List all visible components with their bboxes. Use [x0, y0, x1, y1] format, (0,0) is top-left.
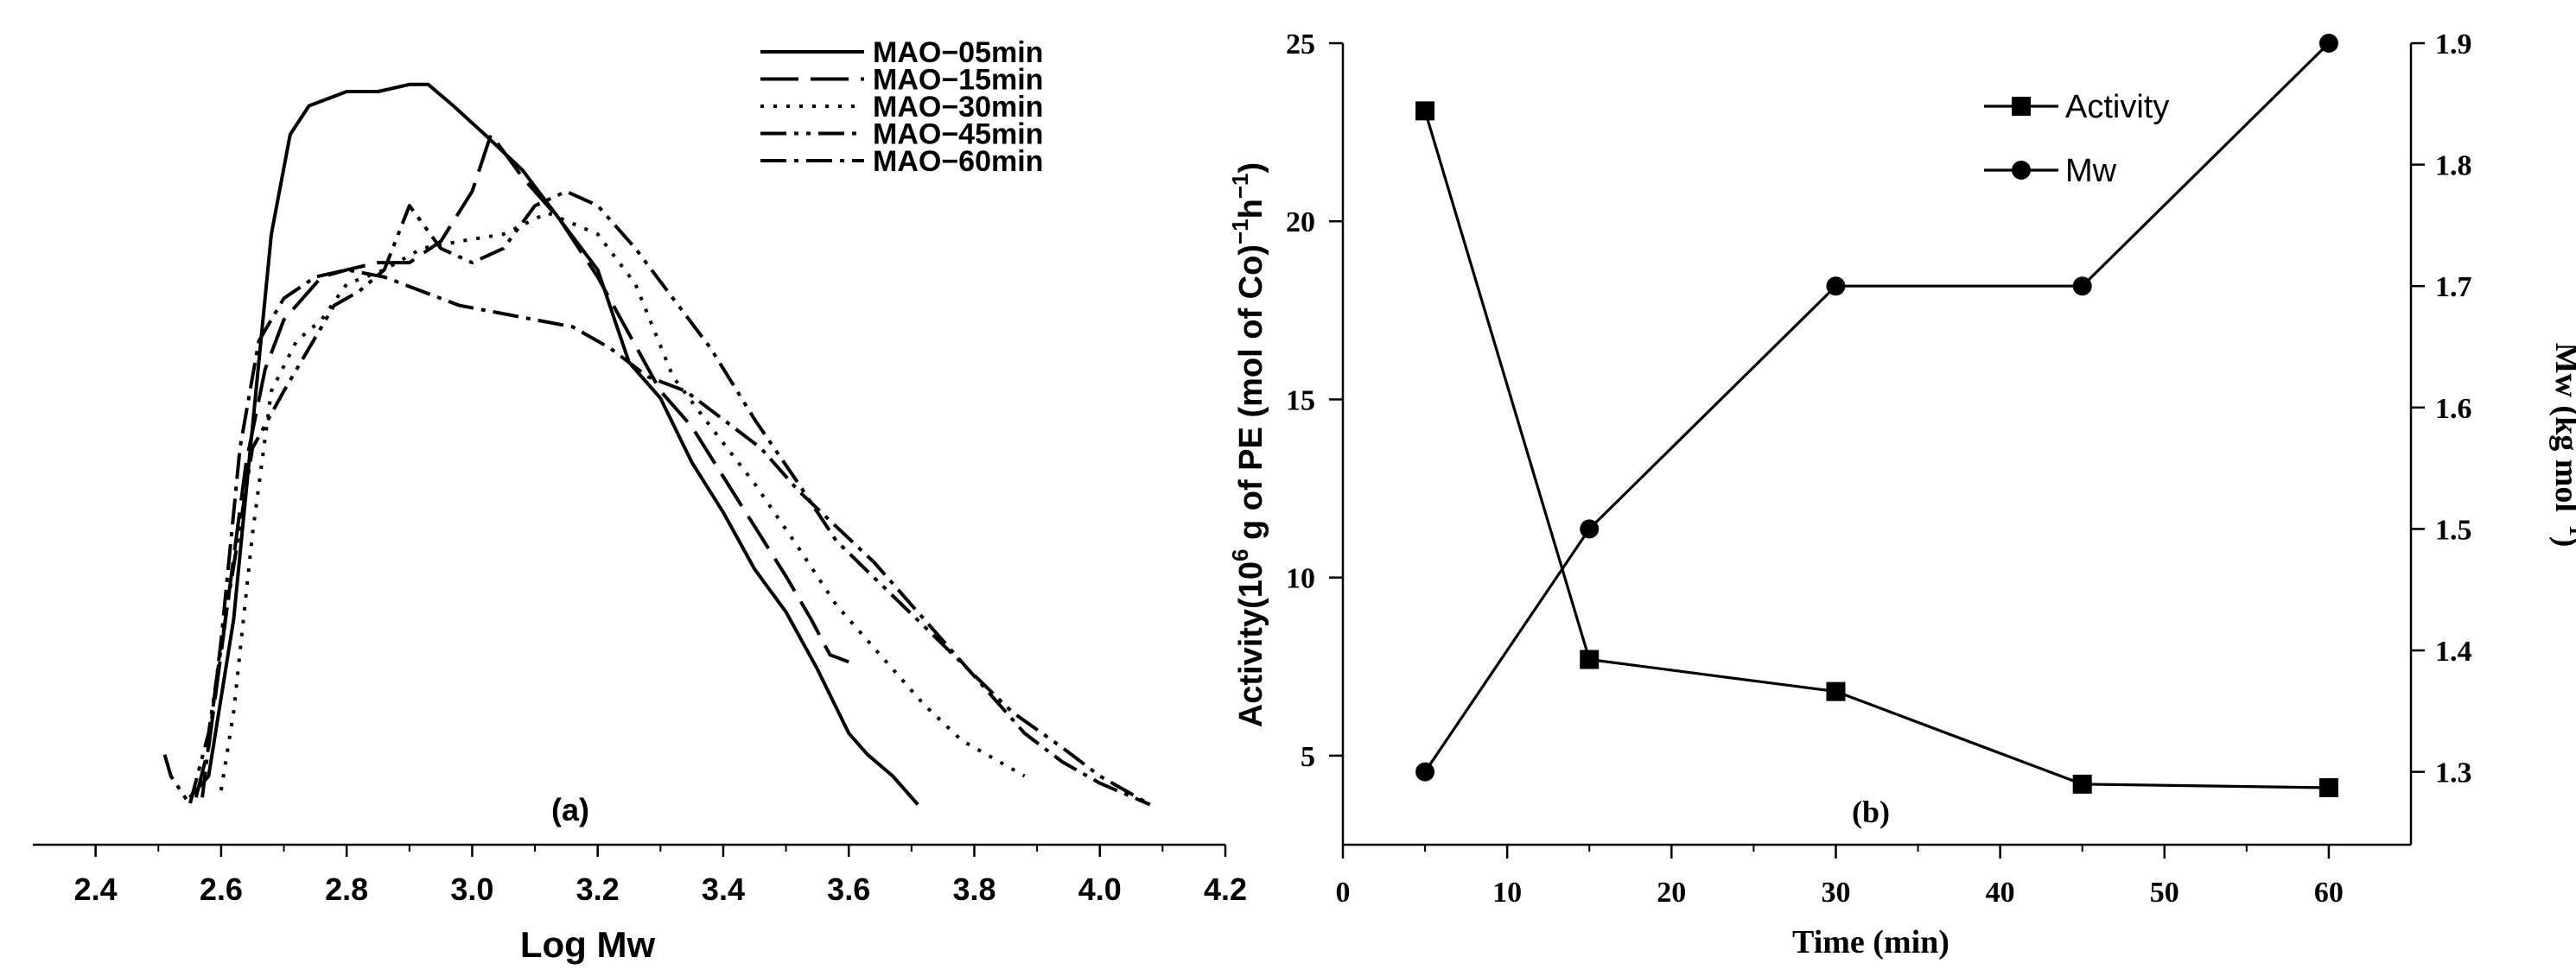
panel-b-marker-activity-4	[2318, 778, 2338, 798]
panel-a-legend: MAO−05minMAO−15minMAO−30minMAO−45minMAO−…	[760, 36, 1043, 178]
panel-b-y2-tick-label-3: 1.6	[2435, 393, 2472, 425]
panel-a-tick-label-5: 3.4	[702, 871, 745, 907]
panel-b-y-tick-label-3: 20	[1286, 206, 1315, 238]
panel-b-x-tick-label-1: 10	[1492, 877, 1522, 909]
panel-b-marker-mw-1	[1580, 519, 1600, 539]
panel-b-label: (b)	[1852, 795, 1890, 829]
panel-a-curves	[162, 82, 1151, 807]
panel-a-tick-label-4: 3.2	[576, 871, 620, 907]
panel-a-tick-label-0: 2.4	[74, 871, 118, 907]
panel-a-series-0	[188, 82, 919, 806]
panel-b-x-tick-label-3: 30	[1821, 877, 1850, 909]
panel-b-legend-marker-1	[2012, 161, 2031, 180]
panel-b-marker-mw-0	[1415, 762, 1435, 782]
panel-b-marker-mw-3	[2072, 276, 2092, 296]
panel-b-marker-activity-0	[1415, 101, 1435, 121]
panel-a-legend-label-1: MAO−15min	[873, 64, 1043, 97]
panel-b-legend-marker-0	[2012, 97, 2031, 116]
panel-b-ticks: 0 10 20 30 40 50 60 5 10 15 20 25 1.3 1.4 1.5 1.6 1.7 1.8…	[1286, 29, 2472, 909]
panel-a-legend-label-4: MAO−60min	[873, 145, 1043, 178]
panel-b-marker-mw-2	[1826, 276, 1846, 296]
panel-a-tick-label-2: 2.8	[325, 871, 368, 907]
panel-b-legend-label-0: Activity	[2065, 89, 2169, 125]
panel-a-chart: 2.4 2.6 2.8 3.0 3.2 3.4 3.6 3.8 4.0 4.2 Log Mw (a…	[33, 36, 1247, 965]
panel-b-y-tick-label-2: 15	[1286, 384, 1315, 416]
panel-b-x-tick-label-5: 50	[2150, 877, 2179, 909]
panel-a-legend-label-2: MAO−30min	[873, 91, 1043, 124]
panel-b-marker-activity-1	[1580, 650, 1600, 669]
panel-b-y-tick-label-4: 25	[1286, 29, 1315, 60]
panel-a-tick-label-1: 2.6	[200, 871, 243, 907]
panel-b-y2-tick-label-0: 1.3	[2435, 757, 2472, 789]
panel-b-y-tick-label-1: 10	[1286, 563, 1315, 595]
panel-b-x-tick-label-4: 40	[1986, 877, 2015, 909]
panel-b-series	[1415, 34, 2338, 798]
panel-b-marker-activity-2	[1826, 681, 1846, 701]
panel-b-y2-tick-label-1: 1.4	[2435, 636, 2472, 668]
panel-a-tick-label-3: 3.0	[450, 871, 493, 907]
panel-b-x-tick-label-2: 20	[1657, 877, 1686, 909]
panel-b-y2-tick-label-5: 1.8	[2435, 150, 2472, 182]
panel-b-y-label: Activity(106 g of PE (mol of Co)−1h−1)	[1227, 162, 1269, 727]
panel-a-legend-label-0: MAO−05min	[873, 36, 1043, 69]
panel-a-series-1	[194, 132, 849, 798]
panel-b-y2-tick-label-6: 1.9	[2435, 29, 2472, 60]
panel-a-series-2	[219, 211, 1026, 791]
panel-b-series-line-1	[1423, 41, 2331, 773]
panel-b-y2-tick-label-4: 1.7	[2435, 271, 2472, 303]
panel-a-x-label: Log Mw	[520, 924, 656, 965]
panel-b-legend-label-1: Mw	[2065, 153, 2117, 189]
panel-b-y-tick-label-0: 5	[1301, 741, 1315, 773]
panel-a-tick-label-9: 4.2	[1204, 871, 1247, 907]
panel-a-series-4	[200, 268, 1151, 807]
panel-a-tick-label-8: 4.0	[1078, 871, 1122, 907]
panel-a-tick-label-6: 3.6	[827, 871, 870, 907]
panel-b-marker-activity-3	[2072, 774, 2092, 794]
panel-b-chart: 0 10 20 30 40 50 60 5 10 15 20 25 1.3 1.4 1.5 1.6 1.7 1.8…	[1227, 29, 2576, 960]
panel-b-y2-tick-label-2: 1.5	[2435, 514, 2472, 546]
panel-a-legend-label-3: MAO−45min	[873, 118, 1043, 151]
panel-a-label: (a)	[551, 792, 589, 827]
panel-a-x-ticks: 2.4 2.6 2.8 3.0 3.2 3.4 3.6 3.8 4.0 4.2	[74, 845, 1247, 907]
panel-b-y2-label: Mw (kg mol−1)	[2548, 343, 2576, 548]
panel-b-legend: Activity Mw	[1984, 89, 2169, 189]
panel-a-tick-label-7: 3.8	[952, 871, 995, 907]
panel-a-series-3	[162, 189, 1151, 807]
panel-b-x-label: Time (min)	[1792, 924, 1949, 960]
panel-b-x-tick-label-0: 0	[1336, 877, 1351, 909]
panel-b-series-line-0	[1423, 110, 2329, 789]
panel-b-x-tick-label-6: 60	[2314, 877, 2344, 909]
panel-b-marker-mw-4	[2318, 34, 2338, 53]
